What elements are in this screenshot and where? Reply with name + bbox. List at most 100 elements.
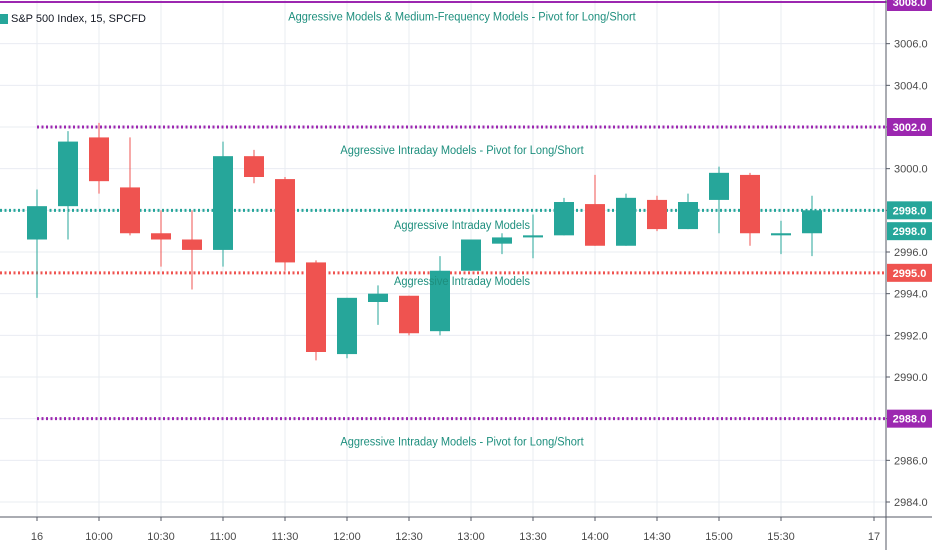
candle-body[interactable]	[120, 187, 140, 234]
time-tick-label: 14:00	[581, 531, 609, 543]
candle[interactable]	[709, 166, 729, 234]
candle[interactable]	[275, 177, 295, 271]
price-badge-background	[887, 0, 932, 11]
candle[interactable]	[771, 220, 791, 255]
candle-body[interactable]	[306, 262, 326, 352]
candle[interactable]	[678, 193, 698, 230]
candle-body[interactable]	[802, 210, 822, 234]
price-badge-background	[887, 222, 932, 241]
candle-body[interactable]	[399, 295, 419, 334]
candle-body[interactable]	[151, 233, 171, 240]
price-tick-label: 3004.0	[894, 80, 928, 92]
candle[interactable]	[616, 193, 636, 246]
price-tick-label: 3000.0	[894, 164, 928, 176]
candle-body[interactable]	[58, 141, 78, 207]
candle[interactable]	[89, 122, 109, 194]
price-badge-background	[887, 263, 932, 282]
time-tick-label: 14:30	[643, 531, 671, 543]
time-tick-label: 13:30	[519, 531, 547, 543]
candle[interactable]	[306, 260, 326, 361]
time-tick-label: 15:30	[767, 531, 795, 543]
series-color-swatch	[0, 14, 8, 24]
candle-body[interactable]	[709, 172, 729, 200]
time-tick-label: 16	[31, 531, 43, 543]
pivot-annotation: Aggressive Intraday Models - Pivot for L…	[340, 145, 584, 157]
time-tick-label: 12:00	[333, 531, 361, 543]
candle-body[interactable]	[275, 179, 295, 263]
symbol-label: S&P 500 Index, 15, SPCFD	[11, 13, 146, 25]
price-axis-badge: 3008.0	[887, 0, 932, 11]
time-tick-label: 11:30	[272, 531, 299, 543]
candle-body[interactable]	[554, 202, 574, 236]
candle-body[interactable]	[492, 237, 512, 244]
pivot-annotation: Aggressive Intraday Models	[394, 220, 530, 232]
candle-body[interactable]	[368, 293, 388, 302]
candle[interactable]	[461, 239, 481, 271]
candle-body[interactable]	[771, 233, 791, 236]
candle[interactable]	[244, 149, 264, 184]
candle[interactable]	[802, 195, 822, 257]
candle-body[interactable]	[461, 239, 481, 271]
candle[interactable]	[647, 195, 667, 232]
symbol-legend[interactable]: S&P 500 Index, 15, SPCFD	[0, 13, 146, 25]
price-tick-label: 2986.0	[894, 455, 928, 467]
candle-body[interactable]	[337, 297, 357, 355]
candle[interactable]	[213, 141, 233, 267]
price-axis-badge: 2995.0	[887, 263, 932, 282]
time-tick-label: 13:00	[457, 531, 485, 543]
candle-body[interactable]	[244, 156, 264, 177]
candle[interactable]	[120, 137, 140, 236]
candle-body[interactable]	[678, 202, 698, 230]
candles[interactable]	[27, 122, 822, 361]
candle-body[interactable]	[89, 137, 109, 182]
candle[interactable]	[554, 197, 574, 236]
candle[interactable]	[58, 131, 78, 240]
candle[interactable]	[740, 172, 760, 246]
candle[interactable]	[492, 233, 512, 255]
candle-body[interactable]	[27, 206, 47, 240]
candle[interactable]	[337, 297, 357, 359]
price-badge-label: 3002.0	[893, 122, 927, 134]
price-badge-label: 3008.0	[893, 0, 927, 9]
price-tick-label: 2992.0	[894, 330, 928, 342]
price-badge-label: 2998.0	[893, 226, 927, 238]
time-tick-label: 17	[868, 531, 880, 543]
price-tick-label: 2994.0	[894, 289, 928, 301]
candle-body[interactable]	[585, 204, 605, 246]
candle[interactable]	[368, 285, 388, 325]
candle[interactable]	[399, 295, 419, 336]
pivot-annotation: Aggressive Intraday Models - Pivot for L…	[340, 436, 584, 448]
candle-body[interactable]	[213, 156, 233, 250]
candle-body[interactable]	[740, 174, 760, 234]
pivot-annotation: Aggressive Intraday Models	[394, 276, 530, 288]
time-tick-label: 10:00	[85, 531, 113, 543]
time-tick-label: 12:30	[395, 531, 423, 543]
price-badge-background	[887, 118, 932, 136]
candle-body[interactable]	[182, 239, 202, 250]
candle[interactable]	[430, 256, 450, 336]
candle-body[interactable]	[647, 199, 667, 230]
candle[interactable]	[585, 174, 605, 246]
price-axis-badge: 3002.0	[887, 118, 932, 136]
price-tick-label: 2984.0	[894, 497, 928, 509]
annotations: Aggressive Models & Medium-Frequency Mod…	[288, 11, 636, 448]
price-badge-background	[887, 409, 932, 428]
price-axis-badge: 2998.0	[887, 201, 932, 220]
price-axis-badge: 2988.0	[887, 409, 932, 428]
price-badge-label: 2995.0	[893, 268, 927, 280]
candle-body[interactable]	[523, 235, 543, 238]
candle[interactable]	[27, 189, 47, 298]
candle[interactable]	[151, 210, 171, 267]
candle[interactable]	[523, 214, 543, 259]
price-axis-badge: 2998.0	[887, 222, 932, 241]
candle[interactable]	[182, 210, 202, 290]
candle-body[interactable]	[430, 270, 450, 332]
pivot-annotation: Aggressive Models & Medium-Frequency Mod…	[288, 11, 636, 23]
price-badge-background	[887, 201, 932, 220]
price-tick-label: 3006.0	[894, 39, 928, 51]
candle-body[interactable]	[616, 197, 636, 246]
price-tick-label: 2996.0	[894, 247, 928, 259]
price-tick-label: 2990.0	[894, 372, 928, 384]
